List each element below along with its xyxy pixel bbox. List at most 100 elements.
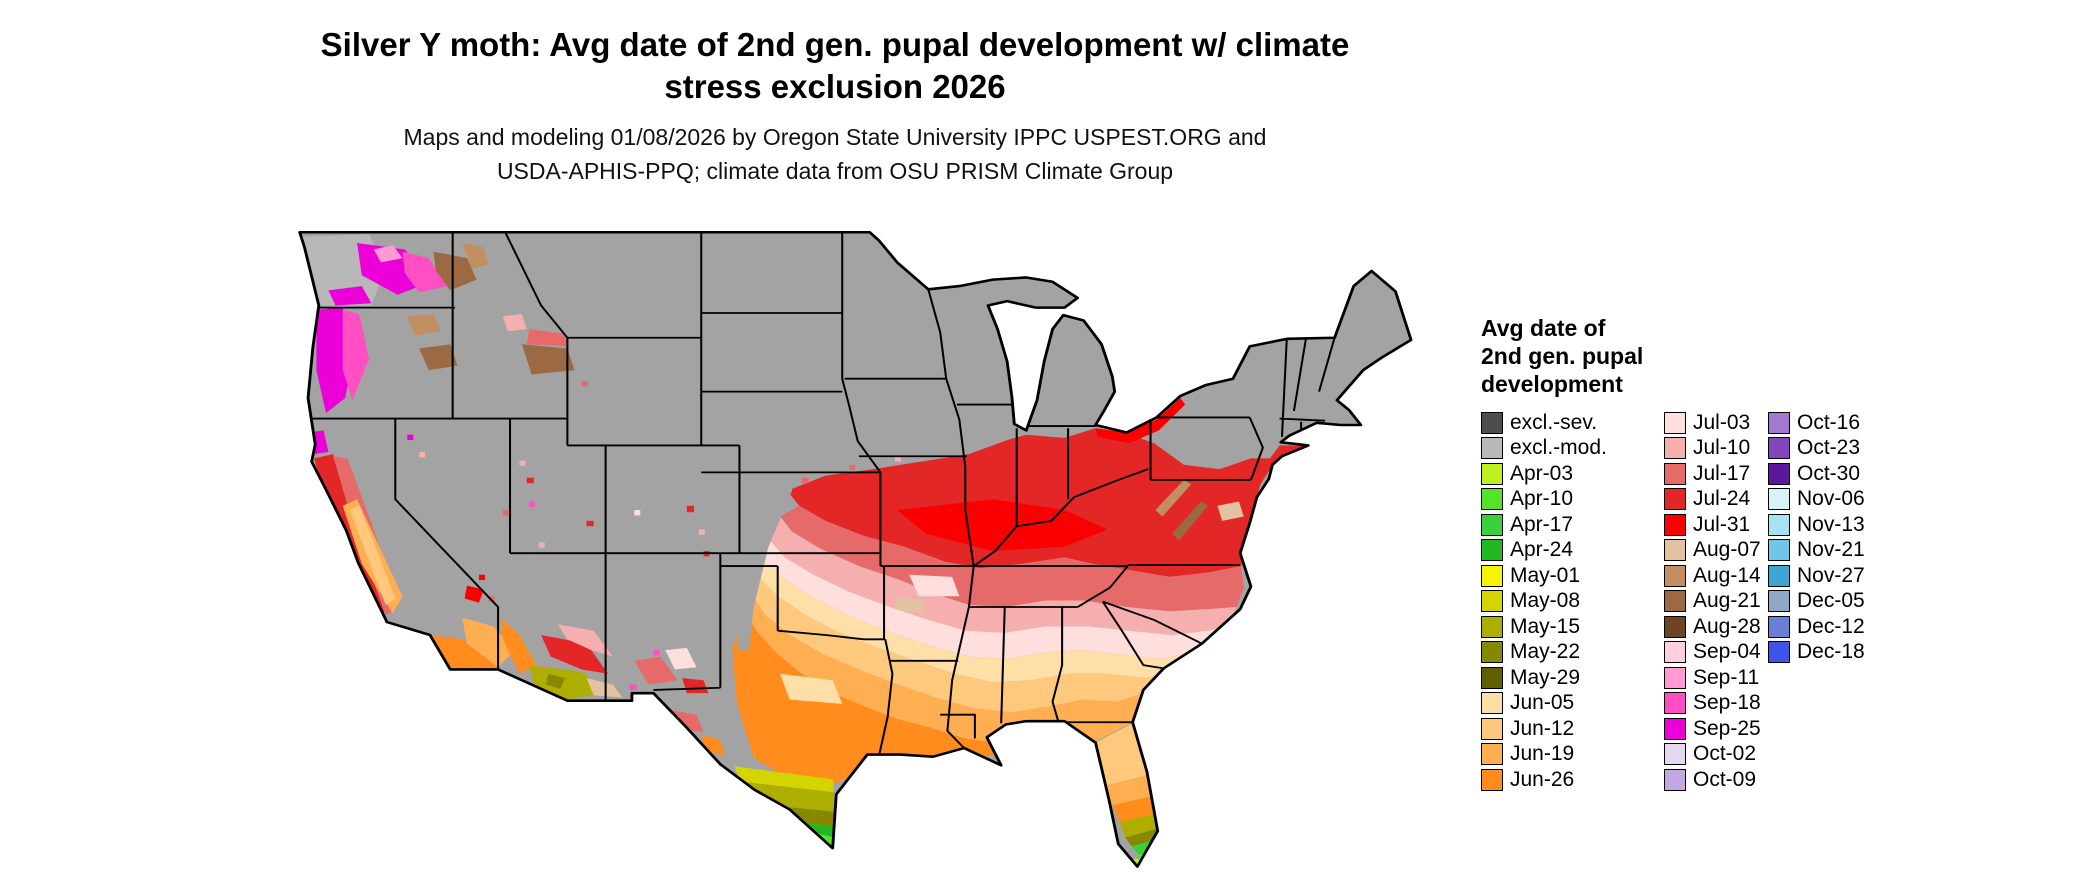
legend-swatch bbox=[1481, 488, 1503, 511]
legend-label: Nov-06 bbox=[1797, 487, 1865, 511]
map-region bbox=[744, 594, 1144, 743]
legend-entry: Jul-24 bbox=[1664, 487, 1768, 513]
legend-entry: Oct-16 bbox=[1768, 410, 1865, 436]
legend-label: Oct-16 bbox=[1797, 410, 1861, 434]
map-region bbox=[1095, 398, 1186, 444]
legend-entry: Sep-18 bbox=[1664, 691, 1768, 717]
legend-swatch bbox=[1768, 411, 1790, 434]
legend-entry: Jun-19 bbox=[1481, 742, 1664, 768]
map-region bbox=[894, 596, 926, 614]
map-region bbox=[751, 576, 1216, 713]
legend-label: Dec-05 bbox=[1797, 589, 1865, 613]
map-region bbox=[1132, 859, 1140, 865]
legend-label: Apr-10 bbox=[1510, 487, 1574, 511]
map-region bbox=[734, 766, 834, 793]
map-title: Silver Y moth: Avg date of 2nd gen. pupa… bbox=[140, 24, 1530, 108]
legend-entry: Nov-21 bbox=[1768, 538, 1865, 564]
legend-label: May-15 bbox=[1510, 614, 1581, 638]
map-region bbox=[1112, 796, 1155, 823]
map-region bbox=[1217, 501, 1244, 521]
legend-swatch bbox=[1664, 768, 1686, 791]
legend-label: May-08 bbox=[1510, 589, 1581, 613]
map-region bbox=[349, 505, 396, 605]
legend-label: Sep-11 bbox=[1693, 665, 1760, 689]
legend-column: Jul-03 Jul-10 Jul-17 Jul-24 Jul-31 Aug-07 Aug-… bbox=[1664, 410, 1768, 793]
legend-entry: May-29 bbox=[1481, 665, 1664, 691]
legend-column: Oct-16 Oct-23 Oct-30 Nov-06 Nov-13 Nov-21 Nov-… bbox=[1768, 410, 1865, 793]
legend-swatch bbox=[1768, 590, 1790, 613]
legend-entry: Sep-25 bbox=[1664, 716, 1768, 742]
legend-swatch bbox=[1664, 513, 1686, 536]
map-region bbox=[768, 516, 1237, 635]
title-line-2: stress exclusion 2026 bbox=[664, 68, 1006, 105]
map-region bbox=[780, 673, 843, 704]
map-region bbox=[789, 807, 834, 827]
map-region bbox=[314, 454, 389, 620]
legend-entry: Apr-24 bbox=[1481, 538, 1664, 564]
legend-label: Sep-18 bbox=[1693, 691, 1761, 715]
legend-swatch bbox=[1768, 641, 1790, 664]
legend-entry: Jul-03 bbox=[1664, 410, 1768, 436]
legend-swatch bbox=[1481, 692, 1503, 715]
map-figure bbox=[228, 187, 1423, 887]
legend-entry: Nov-13 bbox=[1768, 512, 1865, 538]
legend-swatch bbox=[1664, 462, 1686, 485]
legend-entry: Jul-10 bbox=[1664, 436, 1768, 462]
legend-swatch bbox=[1664, 615, 1686, 638]
legend-entry: May-01 bbox=[1481, 563, 1664, 589]
map-region bbox=[763, 538, 1230, 659]
legend-label: Jun-26 bbox=[1510, 767, 1575, 791]
legend-entry: Aug-14 bbox=[1664, 563, 1768, 589]
legend-swatch bbox=[1481, 437, 1503, 460]
legend-column: excl.-sev. excl.-mod. Apr-03 Apr-10 Apr-17 Ap… bbox=[1481, 410, 1664, 793]
legend-label: Apr-03 bbox=[1510, 461, 1574, 485]
legend-label: Apr-24 bbox=[1510, 538, 1574, 562]
map-region bbox=[665, 647, 697, 670]
map-region bbox=[462, 617, 515, 668]
legend-label: Oct-02 bbox=[1693, 742, 1757, 766]
legend-entry: Jul-31 bbox=[1664, 512, 1768, 538]
map-data-regions bbox=[302, 234, 1309, 866]
map-region bbox=[464, 585, 484, 603]
map-subtitle: Maps and modeling 01/08/2026 by Oregon S… bbox=[140, 120, 1530, 188]
map-region bbox=[909, 574, 960, 597]
legend-label: Jul-24 bbox=[1693, 487, 1751, 511]
legend-swatch bbox=[1481, 564, 1503, 587]
legend-swatch bbox=[1664, 411, 1686, 434]
legend-swatch bbox=[1768, 539, 1790, 562]
legend-label: May-22 bbox=[1510, 640, 1581, 664]
legend-entry: Aug-07 bbox=[1664, 538, 1768, 564]
legend-label: Oct-09 bbox=[1693, 767, 1757, 791]
legend-entry: May-08 bbox=[1481, 589, 1664, 615]
legend-entry: Apr-17 bbox=[1481, 512, 1664, 538]
legend-swatch bbox=[1664, 692, 1686, 715]
legend-swatch bbox=[1664, 666, 1686, 689]
legend-swatch bbox=[1481, 717, 1503, 740]
legend-entry: Aug-21 bbox=[1664, 589, 1768, 615]
legend-entry: Aug-28 bbox=[1664, 614, 1768, 640]
map-region bbox=[433, 251, 477, 291]
legend-swatch bbox=[1664, 488, 1686, 511]
legend-label: Dec-18 bbox=[1797, 640, 1865, 664]
map-region bbox=[634, 656, 678, 685]
map-region bbox=[462, 243, 489, 269]
legend-swatch bbox=[1664, 590, 1686, 613]
legend-swatch bbox=[1481, 768, 1503, 791]
map-region bbox=[373, 245, 403, 263]
legend-title-line-3: development bbox=[1481, 371, 1623, 397]
legend-label: Dec-12 bbox=[1797, 614, 1865, 638]
legend-swatch bbox=[1481, 462, 1503, 485]
legend-label: Nov-13 bbox=[1797, 512, 1865, 536]
us-map bbox=[298, 230, 1413, 868]
map-region bbox=[1095, 723, 1149, 786]
legend-swatch bbox=[1664, 641, 1686, 664]
legend-swatch bbox=[1481, 539, 1503, 562]
legend-label: excl.-sev. bbox=[1510, 410, 1598, 434]
legend-swatch bbox=[1768, 437, 1790, 460]
legend-label: Oct-23 bbox=[1797, 436, 1861, 460]
legend-label: Apr-17 bbox=[1510, 512, 1574, 536]
legend-label: Jun-19 bbox=[1510, 742, 1575, 766]
legend-entry: Oct-09 bbox=[1664, 767, 1768, 793]
legend-swatch bbox=[1481, 615, 1503, 638]
legend-label: Nov-27 bbox=[1797, 563, 1865, 587]
